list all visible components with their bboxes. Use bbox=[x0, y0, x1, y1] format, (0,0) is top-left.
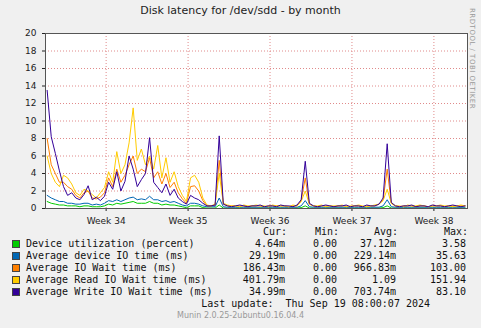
html-text:Average IO Wait time (ms): Average IO Wait time (ms) bbox=[26, 262, 177, 273]
html-text:Average device IO time (ms): Average device IO time (ms) bbox=[26, 250, 189, 261]
svg-text:20: 20 bbox=[25, 28, 37, 38]
html-text:0.00: 0.00 bbox=[312, 286, 337, 297]
svg-text:Week 36: Week 36 bbox=[251, 216, 290, 226]
html-text:34.99m: 34.99m bbox=[248, 286, 285, 297]
svg-text:0: 0 bbox=[31, 203, 37, 213]
html-text:703.74m: 703.74m bbox=[353, 286, 396, 297]
svg-text:6: 6 bbox=[31, 151, 37, 161]
svg-text:10: 10 bbox=[25, 116, 37, 126]
svg-text:14: 14 bbox=[25, 81, 37, 91]
html-text:229.14m: 229.14m bbox=[353, 250, 396, 261]
html-text:83.10: 83.10 bbox=[435, 286, 466, 297]
svg-text:Week 37: Week 37 bbox=[332, 216, 371, 226]
svg-text:16: 16 bbox=[25, 63, 37, 73]
svg-text:Week 38: Week 38 bbox=[414, 216, 453, 226]
html-text:Avg:: Avg: bbox=[373, 226, 398, 237]
html-text:35.63: 35.63 bbox=[435, 250, 466, 261]
html-text:0.00: 0.00 bbox=[312, 262, 337, 273]
html-text:4.64m: 4.64m bbox=[254, 238, 285, 249]
html-text:0.00: 0.00 bbox=[312, 250, 337, 261]
svg-text:8: 8 bbox=[31, 133, 37, 143]
html-text:Device utilization (percent): Device utilization (percent) bbox=[26, 238, 195, 249]
html-text:401.79m: 401.79m bbox=[242, 274, 285, 285]
html-text:Cur:: Cur: bbox=[262, 226, 287, 237]
svg-text:Week 34: Week 34 bbox=[87, 216, 126, 226]
html-text:Average Write IO Wait time (ms: Average Write IO Wait time (ms) bbox=[26, 286, 213, 297]
svg-text:Week 35: Week 35 bbox=[169, 216, 208, 226]
html-text:0.00: 0.00 bbox=[312, 274, 337, 285]
html-text:1.09: 1.09 bbox=[371, 274, 396, 285]
html-text:Average Read IO Wait time (ms): Average Read IO Wait time (ms) bbox=[26, 274, 207, 285]
svg-text:2: 2 bbox=[31, 186, 37, 196]
html-text:Disk latency for /dev/sdd - by: Disk latency for /dev/sdd - by month bbox=[140, 4, 341, 17]
html-text:37.12m: 37.12m bbox=[359, 238, 396, 249]
svg-text:4: 4 bbox=[31, 168, 37, 178]
html-text:29.19m: 29.19m bbox=[248, 250, 285, 261]
html-text:186.43m: 186.43m bbox=[242, 262, 285, 273]
html-text:103.00: 103.00 bbox=[429, 262, 466, 273]
html-text:966.83m: 966.83m bbox=[353, 262, 396, 273]
svg-text:18: 18 bbox=[25, 46, 37, 56]
html-text:Max:: Max: bbox=[443, 226, 468, 237]
html-text:Munin 2.0.25-2ubuntu0.16.04.4: Munin 2.0.25-2ubuntu0.16.04.4 bbox=[177, 311, 304, 320]
html-text:0.00: 0.00 bbox=[312, 238, 337, 249]
html-text:151.94: 151.94 bbox=[429, 274, 466, 285]
svg-text:12: 12 bbox=[25, 98, 36, 108]
html-text:RRDTOOL / TOBI OETIKER: RRDTOOL / TOBI OETIKER bbox=[468, 8, 476, 110]
html-text:3.58: 3.58 bbox=[441, 238, 466, 249]
html-text:Min:: Min: bbox=[314, 226, 339, 237]
html-text:Last update: Thu Sep 19 08:00:: Last update: Thu Sep 19 08:00:07 2024 bbox=[201, 298, 430, 309]
